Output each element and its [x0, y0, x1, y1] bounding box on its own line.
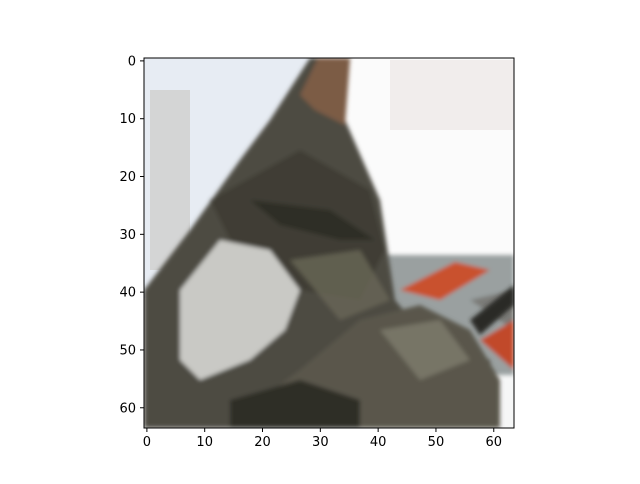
x-axis: 0 10 20 30 40 50 60: [143, 428, 502, 450]
y-tick-label: 40: [119, 286, 136, 301]
cat: [144, 58, 514, 428]
y-tick-label: 10: [119, 112, 136, 127]
y-tick-label: 30: [119, 228, 136, 243]
y-tick-label: 20: [119, 170, 136, 185]
y-tick-label: 60: [119, 401, 136, 416]
y-axis: 0 10 20 30 40 50 60: [119, 54, 144, 416]
x-tick-label: 40: [370, 435, 387, 450]
x-tick-label: 60: [485, 435, 502, 450]
x-tick-label: 10: [196, 435, 213, 450]
x-tick-label: 20: [254, 435, 271, 450]
x-tick-label: 50: [428, 435, 445, 450]
x-tick-label: 0: [143, 435, 151, 450]
axes-frame: [143, 57, 515, 429]
y-tick-label: 50: [119, 343, 136, 358]
x-tick-label: 30: [312, 435, 329, 450]
cat-photo: [144, 58, 514, 428]
blind-top: [390, 60, 514, 130]
y-tick-label: 0: [128, 54, 136, 69]
